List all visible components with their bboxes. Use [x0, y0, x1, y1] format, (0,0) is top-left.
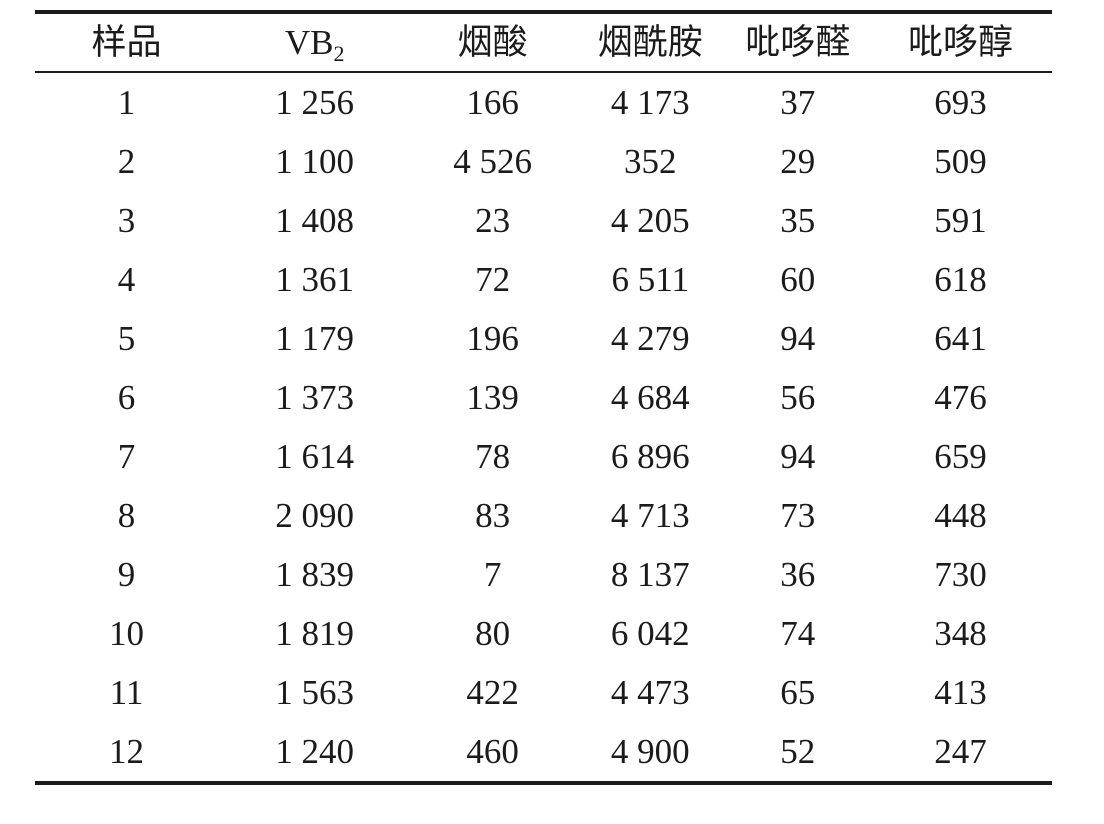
- value-cell: 1 240: [275, 732, 355, 771]
- value-cell: 94: [780, 437, 816, 476]
- value-cell: 693: [934, 83, 987, 122]
- value-cell: 1 256: [275, 83, 355, 122]
- value-cell: 591: [934, 201, 987, 240]
- value-cell: 1 563: [275, 673, 355, 712]
- value-cell: 1 373: [275, 378, 355, 417]
- value-cell: 641: [934, 319, 987, 358]
- value-cell: 6 042: [610, 614, 690, 653]
- column-header-pyridoxal: 吡哆醛: [726, 12, 869, 73]
- value-cell: 65: [780, 673, 816, 712]
- value-cell: 413: [934, 673, 987, 712]
- table-row: 3 1 408 23 4 205 35 591: [35, 191, 1052, 250]
- column-header-nicotinamide: 烟酰胺: [573, 12, 727, 73]
- value-cell: 2 090: [275, 496, 355, 535]
- value-cell: 618: [934, 260, 987, 299]
- value-cell: 4 526: [453, 142, 532, 181]
- value-cell: 4 473: [610, 673, 690, 712]
- column-header-pyridoxine: 吡哆醇: [868, 12, 1052, 73]
- value-cell: 36: [780, 555, 816, 594]
- value-cell: 29: [780, 142, 816, 181]
- sample-number-cell: 8: [117, 496, 136, 535]
- table-header-row: 样品 VB2 烟酸 烟酰胺 吡哆醛 吡哆醇: [35, 12, 1052, 73]
- table-row: 4 1 361 72 6 511 60 618: [35, 250, 1052, 309]
- value-cell: 460: [466, 732, 519, 771]
- value-cell: 6 511: [611, 260, 689, 299]
- sample-number-cell: 7: [117, 437, 136, 476]
- table-header: 样品 VB2 烟酸 烟酰胺 吡哆醛 吡哆醇: [35, 12, 1052, 73]
- value-cell: 196: [466, 319, 519, 358]
- table-row: 9 1 839 7 8 137 36 730: [35, 545, 1052, 604]
- value-cell: 4 173: [610, 83, 690, 122]
- value-cell: 52: [780, 732, 816, 771]
- value-cell: 23: [475, 201, 511, 240]
- table-row: 6 1 373 139 4 684 56 476: [35, 368, 1052, 427]
- value-cell: 83: [475, 496, 511, 535]
- value-cell: 78: [475, 437, 511, 476]
- value-cell: 422: [466, 673, 519, 712]
- value-cell: 4 713: [610, 496, 690, 535]
- value-cell: 659: [934, 437, 987, 476]
- sample-number-cell: 6: [117, 378, 136, 417]
- sample-number-cell: 10: [109, 614, 145, 653]
- value-cell: 60: [780, 260, 816, 299]
- sample-number-cell: 1: [117, 83, 136, 122]
- sample-number-cell: 5: [117, 319, 136, 358]
- value-cell: 1 408: [275, 201, 355, 240]
- sample-number-cell: 11: [109, 673, 144, 712]
- value-cell: 72: [475, 260, 511, 299]
- sample-number-cell: 9: [117, 555, 136, 594]
- column-header-niacin: 烟酸: [411, 12, 574, 73]
- value-cell: 247: [934, 732, 987, 771]
- value-cell: 1 839: [275, 555, 355, 594]
- column-header-vb2-subscript: 2: [333, 41, 345, 66]
- table-row: 8 2 090 83 4 713 73 448: [35, 486, 1052, 545]
- value-cell: 1 100: [275, 142, 355, 181]
- value-cell: 4 684: [610, 378, 690, 417]
- table-row: 12 1 240 460 4 900 52 247: [35, 722, 1052, 783]
- value-cell: 56: [780, 378, 816, 417]
- table-row: 5 1 179 196 4 279 94 641: [35, 309, 1052, 368]
- value-cell: 348: [934, 614, 987, 653]
- table-row: 10 1 819 80 6 042 74 348: [35, 604, 1052, 663]
- value-cell: 6 896: [610, 437, 690, 476]
- value-cell: 1 614: [275, 437, 355, 476]
- value-cell: 4 205: [610, 201, 690, 240]
- value-cell: 7: [483, 555, 502, 594]
- value-cell: 1 179: [275, 319, 355, 358]
- value-cell: 4 279: [610, 319, 690, 358]
- column-header-vb2: VB2: [218, 12, 412, 73]
- value-cell: 730: [934, 555, 987, 594]
- value-cell: 509: [934, 142, 987, 181]
- value-cell: 476: [934, 378, 987, 417]
- value-cell: 74: [780, 614, 816, 653]
- value-cell: 1 819: [275, 614, 355, 653]
- value-cell: 8 137: [610, 555, 690, 594]
- sample-number-cell: 4: [117, 260, 136, 299]
- value-cell: 166: [466, 83, 519, 122]
- value-cell: 37: [780, 83, 816, 122]
- value-cell: 352: [624, 142, 677, 181]
- sample-number-cell: 2: [117, 142, 136, 181]
- value-cell: 73: [780, 496, 816, 535]
- value-cell: 4 900: [610, 732, 690, 771]
- sample-number-cell: 12: [109, 732, 145, 771]
- column-header-sample: 样品: [35, 12, 219, 73]
- value-cell: 94: [780, 319, 816, 358]
- value-cell: 1 361: [275, 260, 355, 299]
- table-row: 7 1 614 78 6 896 94 659: [35, 427, 1052, 486]
- value-cell: 80: [475, 614, 511, 653]
- table-row: 2 1 100 4 526 352 29 509: [35, 132, 1052, 191]
- table-row: 11 1 563 422 4 473 65 413: [35, 663, 1052, 722]
- value-cell: 139: [466, 378, 519, 417]
- sample-number-cell: 3: [117, 201, 136, 240]
- value-cell: 35: [780, 201, 816, 240]
- table-row: 1 1 256 166 4 173 37 693: [35, 72, 1052, 132]
- value-cell: 448: [934, 496, 987, 535]
